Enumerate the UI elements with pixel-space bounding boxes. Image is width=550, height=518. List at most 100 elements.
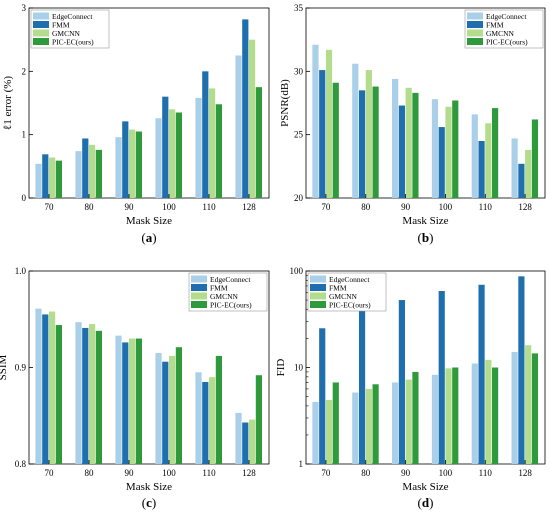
x-tick-label: 70 <box>45 468 55 478</box>
x-tick-label: 70 <box>321 468 331 478</box>
panel-label: (b) <box>418 230 434 245</box>
legend-swatch <box>191 292 207 300</box>
legend-swatch <box>310 301 326 308</box>
bar-fmm-80 <box>358 309 366 464</box>
bar-edgeconnect-128 <box>235 412 242 464</box>
bar-pic-ec-ours--90 <box>412 371 419 464</box>
bar-edgeconnect-80 <box>75 322 82 464</box>
bar-gmcnn-128 <box>249 419 256 464</box>
bar-fmm-70 <box>42 154 49 198</box>
x-tick-label: 128 <box>518 202 532 212</box>
x-tick-label: 70 <box>45 202 55 212</box>
bar-edgeconnect-100 <box>431 99 439 198</box>
bar-edgeconnect-100 <box>431 374 439 464</box>
chart-panel-1: 0 1 2 3 70 80 90 100 110 128 Mask Size ℓ1 error (%)… <box>2 3 270 245</box>
x-tick-label: 80 <box>85 468 95 478</box>
panel-label: (a) <box>141 230 156 245</box>
bar-pic-ec-ours--90 <box>412 92 419 198</box>
bar-edgeconnect-100 <box>155 353 162 464</box>
y-tick-label: 25 <box>294 130 304 140</box>
x-axis-label: Mask Size <box>126 481 172 493</box>
bar-pic-ec-ours--100 <box>452 367 459 464</box>
y-tick-label: 30 <box>294 66 304 76</box>
x-tick-label: 128 <box>242 468 256 478</box>
bar-fmm-80 <box>82 327 89 464</box>
legend-entry: FMM <box>210 284 228 293</box>
bar-edgeconnect-80 <box>352 63 359 199</box>
legend-swatch <box>191 284 207 291</box>
bar-edgeconnect-90 <box>115 335 122 464</box>
legend-swatch <box>310 284 326 291</box>
bar-gmcnn-80 <box>89 144 96 198</box>
bar-gmcnn-100 <box>169 355 176 464</box>
bar-gmcnn-110 <box>485 123 492 198</box>
legend-entry: GMCNN <box>329 292 358 301</box>
bar-pic-ec-ours--70 <box>332 382 339 464</box>
bar-gmcnn-70 <box>49 311 56 464</box>
x-tick-label: 100 <box>439 202 453 212</box>
x-tick-label: 90 <box>401 468 411 478</box>
bar-edgeconnect-70 <box>35 163 42 198</box>
legend-swatch <box>467 38 483 45</box>
legend-entry: PIC-EC(ours) <box>52 38 94 47</box>
x-axis-label: Mask Size <box>402 215 448 227</box>
bar-edgeconnect-80 <box>352 392 359 464</box>
bar-edgeconnect-100 <box>155 118 162 198</box>
bar-pic-ec-ours--128 <box>531 119 539 198</box>
panel-label: (d) <box>418 495 434 510</box>
bar-edgeconnect-110 <box>471 114 478 198</box>
bar-edgeconnect-110 <box>195 97 202 198</box>
bar-pic-ec-ours--110 <box>215 104 222 198</box>
bar-fmm-100 <box>438 127 445 198</box>
bar-edgeconnect-128 <box>511 351 518 464</box>
legend-entry: PIC-EC(ours) <box>210 301 252 310</box>
bar-fmm-90 <box>122 121 129 198</box>
legend-entry: GMCNN <box>52 29 81 38</box>
plot-frame <box>305 7 546 199</box>
bar-gmcnn-90 <box>405 87 412 198</box>
bar-edgeconnect-110 <box>471 363 478 464</box>
bar-fmm-110 <box>202 381 209 464</box>
bar-gmcnn-110 <box>209 377 216 464</box>
bar-pic-ec-ours--110 <box>492 108 499 198</box>
x-tick-label: 100 <box>162 202 176 212</box>
bar-edgeconnect-80 <box>75 151 82 198</box>
bar-fmm-110 <box>478 141 485 198</box>
bar-fmm-70 <box>42 314 49 464</box>
y-tick-label: 100 <box>290 266 304 276</box>
legend-entry: EdgeConnect <box>329 275 370 284</box>
bar-gmcnn-70 <box>325 400 333 464</box>
bar-gmcnn-90 <box>405 379 412 464</box>
bar-pic-ec-ours--100 <box>175 347 182 464</box>
legend-swatch <box>33 38 49 45</box>
x-tick-label: 90 <box>401 202 411 212</box>
legend-entry: PIC-EC(ours) <box>329 301 371 310</box>
y-tick-label: 0 <box>22 193 27 203</box>
x-tick-label: 110 <box>202 202 216 212</box>
bar-pic-ec-ours--70 <box>55 160 62 198</box>
bar-pic-ec-ours--90 <box>135 131 142 198</box>
bar-gmcnn-128 <box>525 149 532 198</box>
bar-fmm-80 <box>82 138 89 198</box>
chart-panel-3: 0.8 0.9 1.0 70 80 90 100 110 128 Mask Size SSIM Edg… <box>0 266 270 510</box>
bar-fmm-128 <box>518 163 525 198</box>
bar-gmcnn-80 <box>89 324 96 464</box>
bar-pic-ec-ours--70 <box>332 82 339 198</box>
y-axis-label: FID <box>275 359 287 377</box>
y-tick-label: 0.8 <box>15 459 27 469</box>
x-tick-label: 100 <box>162 468 176 478</box>
bar-edgeconnect-90 <box>115 137 122 198</box>
legend-swatch <box>191 275 207 283</box>
bar-fmm-110 <box>478 284 485 464</box>
legend-swatch <box>467 21 483 28</box>
bar-fmm-128 <box>242 422 249 464</box>
y-tick-label: 0.9 <box>15 363 27 373</box>
legend-swatch <box>191 301 207 308</box>
bar-fmm-70 <box>319 328 326 464</box>
y-tick-label: 35 <box>294 3 304 13</box>
